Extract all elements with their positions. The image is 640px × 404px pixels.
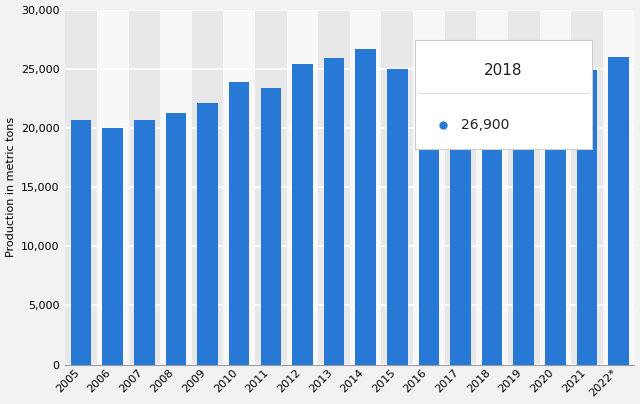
Bar: [318, 10, 350, 364]
Bar: [255, 10, 287, 364]
Bar: [419, 145, 439, 364]
Bar: [160, 10, 192, 364]
Bar: [166, 112, 186, 364]
Bar: [129, 10, 160, 364]
Text: 2018: 2018: [484, 63, 522, 78]
Bar: [287, 10, 318, 364]
Bar: [609, 57, 629, 364]
Bar: [572, 10, 603, 364]
Bar: [545, 143, 566, 364]
Y-axis label: Production in metric tons: Production in metric tons: [6, 117, 15, 257]
Bar: [197, 103, 218, 364]
Bar: [260, 88, 281, 364]
Bar: [513, 55, 534, 364]
Bar: [413, 10, 445, 364]
FancyBboxPatch shape: [415, 40, 592, 149]
Bar: [97, 10, 129, 364]
Bar: [508, 10, 540, 364]
Bar: [476, 10, 508, 364]
Bar: [192, 10, 223, 364]
Bar: [324, 58, 344, 364]
Text: 26,900: 26,900: [461, 118, 509, 132]
Bar: [102, 128, 123, 364]
Bar: [445, 10, 476, 364]
Bar: [451, 48, 471, 364]
Bar: [381, 10, 413, 364]
Bar: [577, 70, 597, 364]
Bar: [540, 10, 572, 364]
Bar: [292, 64, 313, 364]
Bar: [355, 48, 376, 364]
Bar: [223, 10, 255, 364]
Bar: [229, 82, 250, 364]
Bar: [71, 120, 92, 364]
Bar: [134, 120, 155, 364]
Bar: [482, 46, 502, 364]
Bar: [603, 10, 634, 364]
Bar: [350, 10, 381, 364]
Bar: [387, 69, 408, 364]
Bar: [65, 10, 97, 364]
